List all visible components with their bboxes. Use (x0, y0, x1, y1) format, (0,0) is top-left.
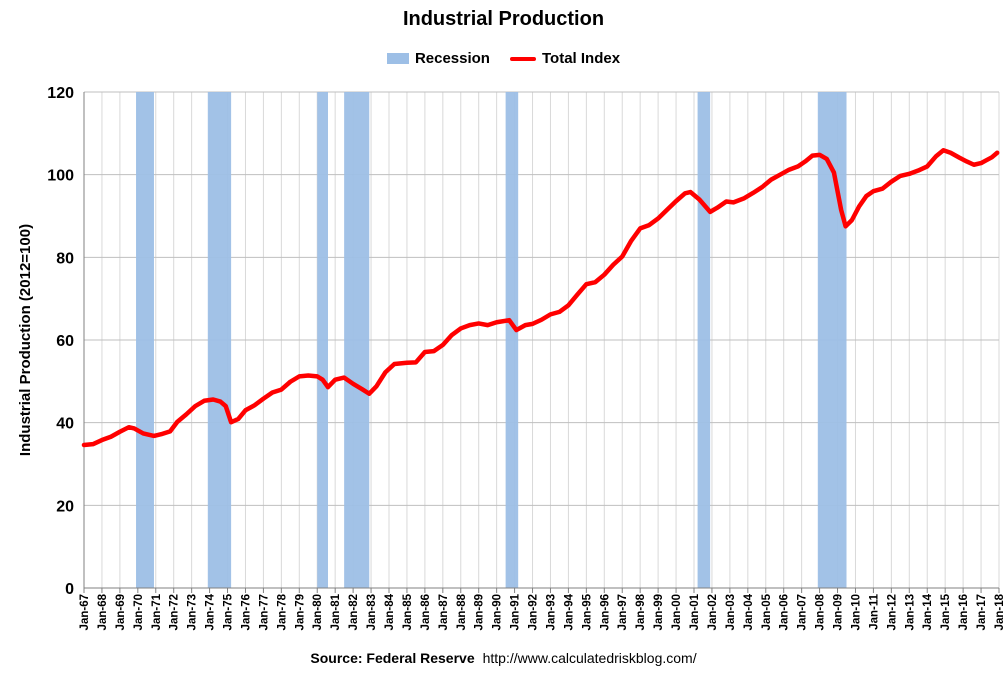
x-tick-label: Jan-96 (599, 594, 611, 630)
y-axis-label: Industrial Production (2012=100) (17, 224, 34, 456)
recession-band (697, 92, 711, 588)
x-tick-label: Jan-67 (79, 594, 91, 630)
x-tick-label: Jan-98 (635, 593, 647, 630)
y-tick-label: 40 (56, 416, 74, 433)
y-tick-label: 60 (56, 333, 74, 350)
y-tick-label: 20 (56, 498, 74, 515)
recession-band (136, 92, 154, 588)
x-tick-label: Jan-95 (581, 593, 593, 630)
x-tick-label: Jan-75 (223, 593, 235, 630)
x-tick-label: Jan-77 (258, 594, 270, 630)
x-tick-label: Jan-93 (545, 594, 557, 630)
x-tick-label: Jan-68 (97, 593, 109, 630)
x-tick-label: Jan-89 (474, 594, 486, 630)
x-tick-label: Jan-08 (815, 593, 827, 630)
legend-item-recession: Recession (386, 50, 490, 67)
x-tick-label: Jan-04 (743, 593, 755, 630)
x-tick-label: Jan-73 (187, 594, 199, 630)
recession-band (207, 92, 232, 588)
x-tick-label: Jan-97 (617, 594, 629, 630)
x-tick-label: Jan-15 (940, 593, 952, 630)
legend-swatch-recession (386, 53, 409, 64)
x-tick-label: Jan-07 (797, 594, 809, 630)
y-tick-label: 100 (47, 168, 74, 185)
x-tick-label: Jan-78 (276, 593, 288, 630)
x-tick-label: Jan-00 (671, 594, 683, 630)
x-tick-label: Jan-02 (707, 594, 719, 630)
x-tick-label: Jan-18 (994, 593, 1006, 630)
x-tick-label: Jan-99 (653, 594, 665, 630)
x-tick-label: Jan-12 (886, 594, 898, 630)
x-tick-label: Jan-16 (958, 594, 970, 630)
legend-label-total-index: Total Index (541, 50, 621, 67)
x-tick-label: Jan-79 (294, 594, 306, 630)
x-tick-label: Jan-91 (510, 593, 522, 630)
y-tick-label: 0 (65, 581, 74, 598)
recession-band (344, 92, 370, 588)
x-tick-label: Jan-80 (312, 594, 324, 630)
source-line: Source: Federal Reserve http://www.calcul… (0, 650, 1007, 666)
x-tick-label: Jan-17 (976, 594, 988, 630)
x-tick-label: Jan-85 (402, 593, 414, 630)
series-line-total-index (81, 148, 1000, 448)
x-tick-label: Jan-90 (492, 594, 504, 630)
x-tick-label: Jan-69 (115, 594, 127, 630)
x-tick-label: Jan-06 (779, 594, 791, 630)
x-tick-label: Jan-82 (348, 594, 360, 630)
x-tick-label: Jan-71 (151, 593, 163, 630)
source-url: http://www.calculatedriskblog.com/ (482, 650, 697, 666)
source-label: Source: Federal Reserve (310, 650, 475, 666)
x-tick-label: Jan-92 (528, 594, 540, 630)
y-tick-label: 80 (56, 250, 74, 267)
recession-band (505, 92, 519, 588)
x-tick-label: Jan-81 (330, 593, 342, 630)
x-tick-label: Jan-03 (725, 594, 737, 630)
chart-title: Industrial Production (402, 8, 605, 30)
x-tick-label: Jan-72 (169, 594, 181, 630)
x-tick-label: Jan-05 (761, 593, 773, 630)
legend: Recession Total Index (0, 50, 1007, 67)
x-tick-label: Jan-84 (384, 593, 396, 630)
x-tick-label: Jan-09 (833, 594, 845, 630)
x-tick-label: Jan-94 (563, 593, 575, 630)
legend-swatch-total-index (509, 56, 536, 61)
x-tick-label: Jan-10 (850, 594, 862, 630)
x-tick-label: Jan-83 (366, 594, 378, 630)
legend-item-total-index: Total Index (509, 50, 621, 67)
legend-label-recession: Recession (414, 50, 490, 67)
x-tick-label: Jan-74 (205, 593, 217, 630)
x-tick-label: Jan-14 (922, 593, 934, 630)
x-tick-label: Jan-76 (240, 594, 252, 630)
y-tick-label: 120 (47, 85, 74, 102)
x-tick-label: Jan-88 (456, 593, 468, 630)
recession-band (317, 92, 328, 588)
x-tick-label: Jan-13 (904, 594, 916, 630)
x-tick-label: Jan-87 (438, 594, 450, 630)
x-tick-label: Jan-11 (868, 593, 880, 629)
x-tick-label: Jan-86 (420, 594, 432, 630)
x-tick-label: Jan-01 (689, 593, 701, 630)
x-tick-label: Jan-70 (133, 594, 145, 630)
